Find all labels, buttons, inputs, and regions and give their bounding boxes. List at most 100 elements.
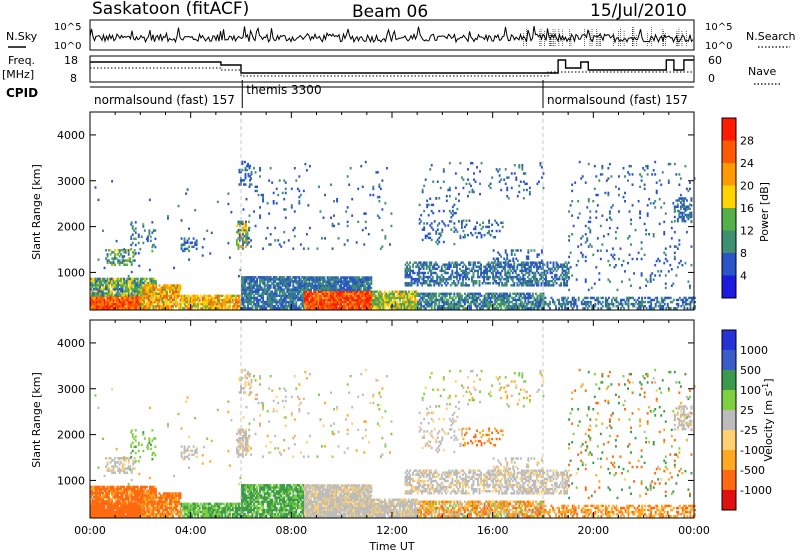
scatter-cell <box>332 294 335 298</box>
scatter-cell <box>506 292 509 296</box>
scatter-cell <box>207 300 210 304</box>
scatter-cell <box>183 294 186 298</box>
scatter-cell <box>311 302 314 306</box>
scatter-cell <box>245 197 248 201</box>
scatter-cell <box>130 279 133 283</box>
scatter-cell <box>534 300 537 304</box>
scatter-cell <box>618 193 620 197</box>
scatter-cell <box>537 284 540 287</box>
scatter-cell <box>542 296 545 300</box>
scatter-cell <box>566 263 569 266</box>
scatter-cell <box>465 300 468 304</box>
scatter-cell <box>512 292 515 296</box>
scatter-cell <box>272 296 275 300</box>
scatter-cell <box>612 296 615 300</box>
scatter-cell <box>96 292 98 295</box>
scatter-cell <box>537 282 540 285</box>
scatter-cell <box>112 302 115 306</box>
scatter-cell <box>284 208 287 211</box>
scatter-cell <box>338 280 341 283</box>
scatter-cell <box>112 259 115 262</box>
scatter-cell <box>143 286 146 289</box>
scatter-cell <box>368 296 371 300</box>
scatter-cell <box>414 300 417 304</box>
scatter-cell <box>127 298 130 302</box>
scatter-cell <box>423 228 426 231</box>
scatter-cell <box>280 288 283 291</box>
scatter-cell <box>396 304 398 308</box>
scatter-cell <box>383 300 386 304</box>
scatter-cell <box>506 255 509 258</box>
scatter-cell <box>390 224 393 228</box>
scatter-cell <box>329 290 332 293</box>
scatter-cell <box>308 294 311 298</box>
scatter-cell <box>114 290 117 293</box>
scatter-cell <box>159 307 162 310</box>
scatter-cell <box>164 288 167 291</box>
scatter-cell <box>130 300 133 304</box>
scatter-cell <box>515 249 518 252</box>
scatter-cell <box>555 273 558 277</box>
scatter-cell <box>483 233 486 237</box>
scatter-cell <box>118 290 121 293</box>
scatter-cell <box>581 235 584 238</box>
scatter-cell <box>586 296 589 300</box>
scatter-cell <box>280 294 283 298</box>
scatter-cell <box>349 307 352 310</box>
scatter-cell <box>331 300 334 304</box>
scatter-cell <box>447 224 450 227</box>
scatter-cell <box>159 290 162 293</box>
scatter-cell <box>353 307 356 310</box>
scatter-cell <box>295 278 298 281</box>
scatter-cell <box>590 245 593 248</box>
scatter-cell <box>463 271 466 275</box>
scatter-cell <box>564 284 567 287</box>
scatter-cell <box>109 300 112 304</box>
scatter-cell <box>344 307 347 310</box>
scatter-cell <box>224 296 227 300</box>
scatter-cell <box>501 269 504 273</box>
scatter-cell <box>237 237 240 240</box>
scatter-cell <box>659 302 662 306</box>
scatter-cell <box>462 219 465 222</box>
scatter-cell <box>216 307 219 310</box>
scatter-cell <box>141 277 144 281</box>
scatter-cell <box>416 282 419 285</box>
scatter-cell <box>169 304 171 308</box>
scatter-cell <box>599 224 602 228</box>
scatter-cell <box>448 292 451 296</box>
scatter-cell <box>248 276 251 279</box>
scatter-cell <box>126 304 129 308</box>
scatter-cell <box>427 232 430 235</box>
scatter-cell <box>149 284 152 287</box>
scatter-cell <box>326 294 329 298</box>
scatter-cell <box>540 273 543 277</box>
scatter-cell <box>133 290 136 293</box>
scatter-cell <box>666 304 669 308</box>
scatter-cell <box>186 298 189 302</box>
scatter-cell <box>105 249 108 252</box>
scatter-cell <box>561 263 564 266</box>
scatter-cell <box>350 280 353 283</box>
scatter-cell <box>265 276 268 279</box>
scatter-cell <box>296 296 299 300</box>
scatter-cell <box>556 298 559 302</box>
scatter-cell <box>584 224 587 228</box>
scatter-cell <box>428 284 431 287</box>
scatter-cell <box>505 284 508 287</box>
scatter-cell <box>543 271 546 275</box>
scatter-cell <box>178 290 180 293</box>
scatter-cell <box>278 286 281 289</box>
scatter-cell <box>238 235 241 238</box>
scatter-cell <box>325 284 327 288</box>
scatter-cell <box>117 261 120 264</box>
scatter-cell <box>498 265 501 268</box>
scatter-cell <box>508 271 511 275</box>
scatter-cell <box>321 237 323 240</box>
scatter-cell <box>493 275 496 279</box>
scatter-cell <box>630 296 633 300</box>
scatter-cell <box>418 203 421 207</box>
scatter-cell <box>132 253 135 256</box>
scatter-cell <box>504 300 507 304</box>
scatter-cell <box>504 282 507 285</box>
